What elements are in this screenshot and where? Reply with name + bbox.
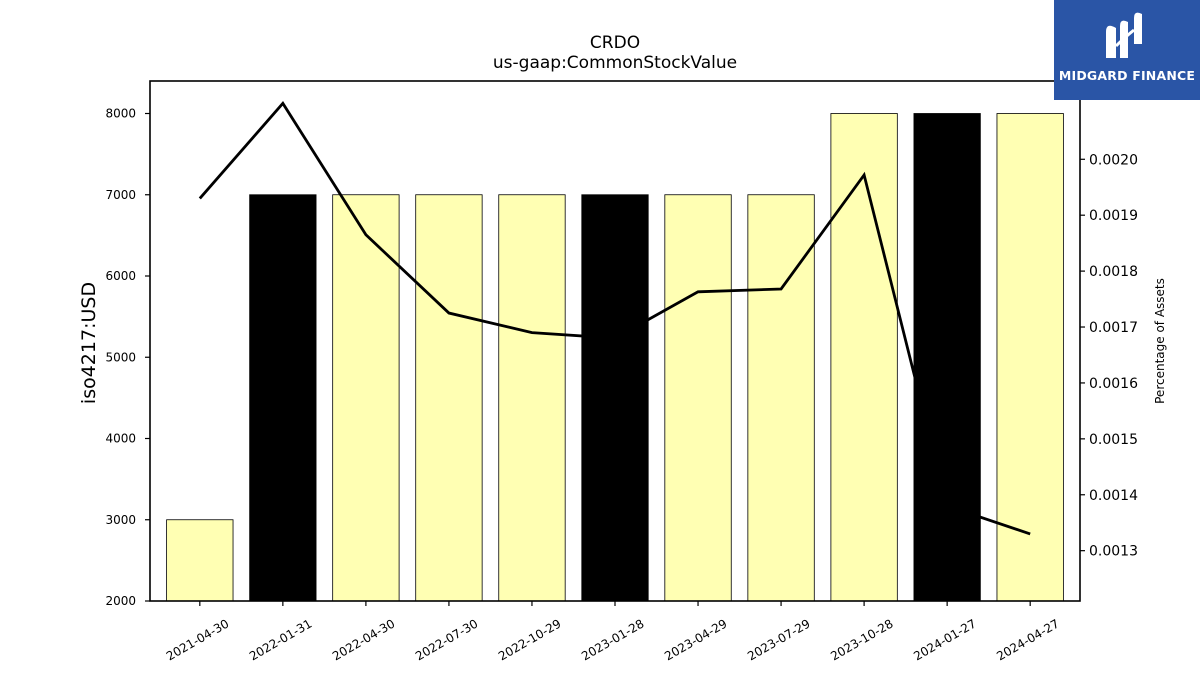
bars xyxy=(166,113,1064,602)
y2-tick-label: 0.0015 xyxy=(1089,432,1138,448)
bar-2022-10-29 xyxy=(498,194,566,602)
y-tick-label: 5000 xyxy=(105,350,136,364)
bar-2023-07-29 xyxy=(747,194,815,602)
y2-tick-label: 0.0013 xyxy=(1089,544,1138,560)
logo-mark-icon xyxy=(1106,12,1142,59)
bar-2023-04-29 xyxy=(664,194,732,602)
chart-title: CRDO xyxy=(590,33,640,53)
x-tick-label: 2024-01-27 xyxy=(911,616,978,663)
x-tick-label: 2023-04-29 xyxy=(662,616,729,663)
brand-logo: MIDGARD FINANCE xyxy=(1054,0,1200,100)
y-tick-label: 4000 xyxy=(105,432,136,446)
bar-2022-04-30 xyxy=(332,194,400,602)
x-axis: 2021-04-30 2022-01-31 2022-04-30 2022-07-30… xyxy=(164,601,1062,663)
y-tick-label: 3000 xyxy=(105,513,136,527)
bar-2022-07-30 xyxy=(415,194,483,602)
y-axis-label: iso4217:USD xyxy=(78,282,100,404)
x-tick-label: 2022-07-30 xyxy=(413,616,480,663)
x-tick-label: 2023-01-28 xyxy=(579,616,646,663)
y-tick-label: 6000 xyxy=(105,269,136,283)
x-tick-label: 2023-10-28 xyxy=(828,616,895,663)
line-series xyxy=(198,101,1031,536)
x-tick-label: 2023-07-29 xyxy=(745,616,812,663)
y-axis-left: 2000 3000 4000 5000 6000 7000 8000 xyxy=(105,107,150,608)
x-tick-label: 2022-01-31 xyxy=(247,616,314,663)
y2-tick-label: 0.0016 xyxy=(1089,376,1138,392)
y2-tick-label: 0.0019 xyxy=(1089,208,1138,224)
y-tick-label: 2000 xyxy=(105,594,136,608)
bar-2023-01-28 xyxy=(581,194,649,602)
y2-tick-label: 0.0018 xyxy=(1089,264,1138,280)
x-tick-label: 2024-04-27 xyxy=(994,616,1061,663)
chart-subtitle: us-gaap:CommonStockValue xyxy=(493,53,737,73)
percentage-line xyxy=(198,101,1031,536)
logo-text: MIDGARD FINANCE xyxy=(1058,68,1196,83)
y-axis-right: 0.0013 0.0014 0.0015 0.0016 0.0017 0.0018 0.00… xyxy=(1080,152,1138,560)
y-tick-label: 8000 xyxy=(105,107,136,121)
y2-axis-label: Percentage of Assets xyxy=(1153,278,1167,404)
bar-2022-01-31 xyxy=(249,194,317,602)
x-tick-label: 2022-10-29 xyxy=(496,616,563,663)
bar-2023-10-28 xyxy=(830,113,898,602)
x-tick-label: 2021-04-30 xyxy=(164,616,231,663)
y2-tick-label: 0.0014 xyxy=(1089,488,1138,504)
bar-2021-04-30 xyxy=(166,519,234,602)
y2-tick-label: 0.0020 xyxy=(1089,152,1138,168)
bar-2024-01-27 xyxy=(913,113,981,602)
x-tick-label: 2022-04-30 xyxy=(330,616,397,663)
y2-tick-label: 0.0017 xyxy=(1089,320,1138,336)
y-tick-label: 7000 xyxy=(105,188,136,202)
bar-2024-04-27 xyxy=(996,113,1064,602)
